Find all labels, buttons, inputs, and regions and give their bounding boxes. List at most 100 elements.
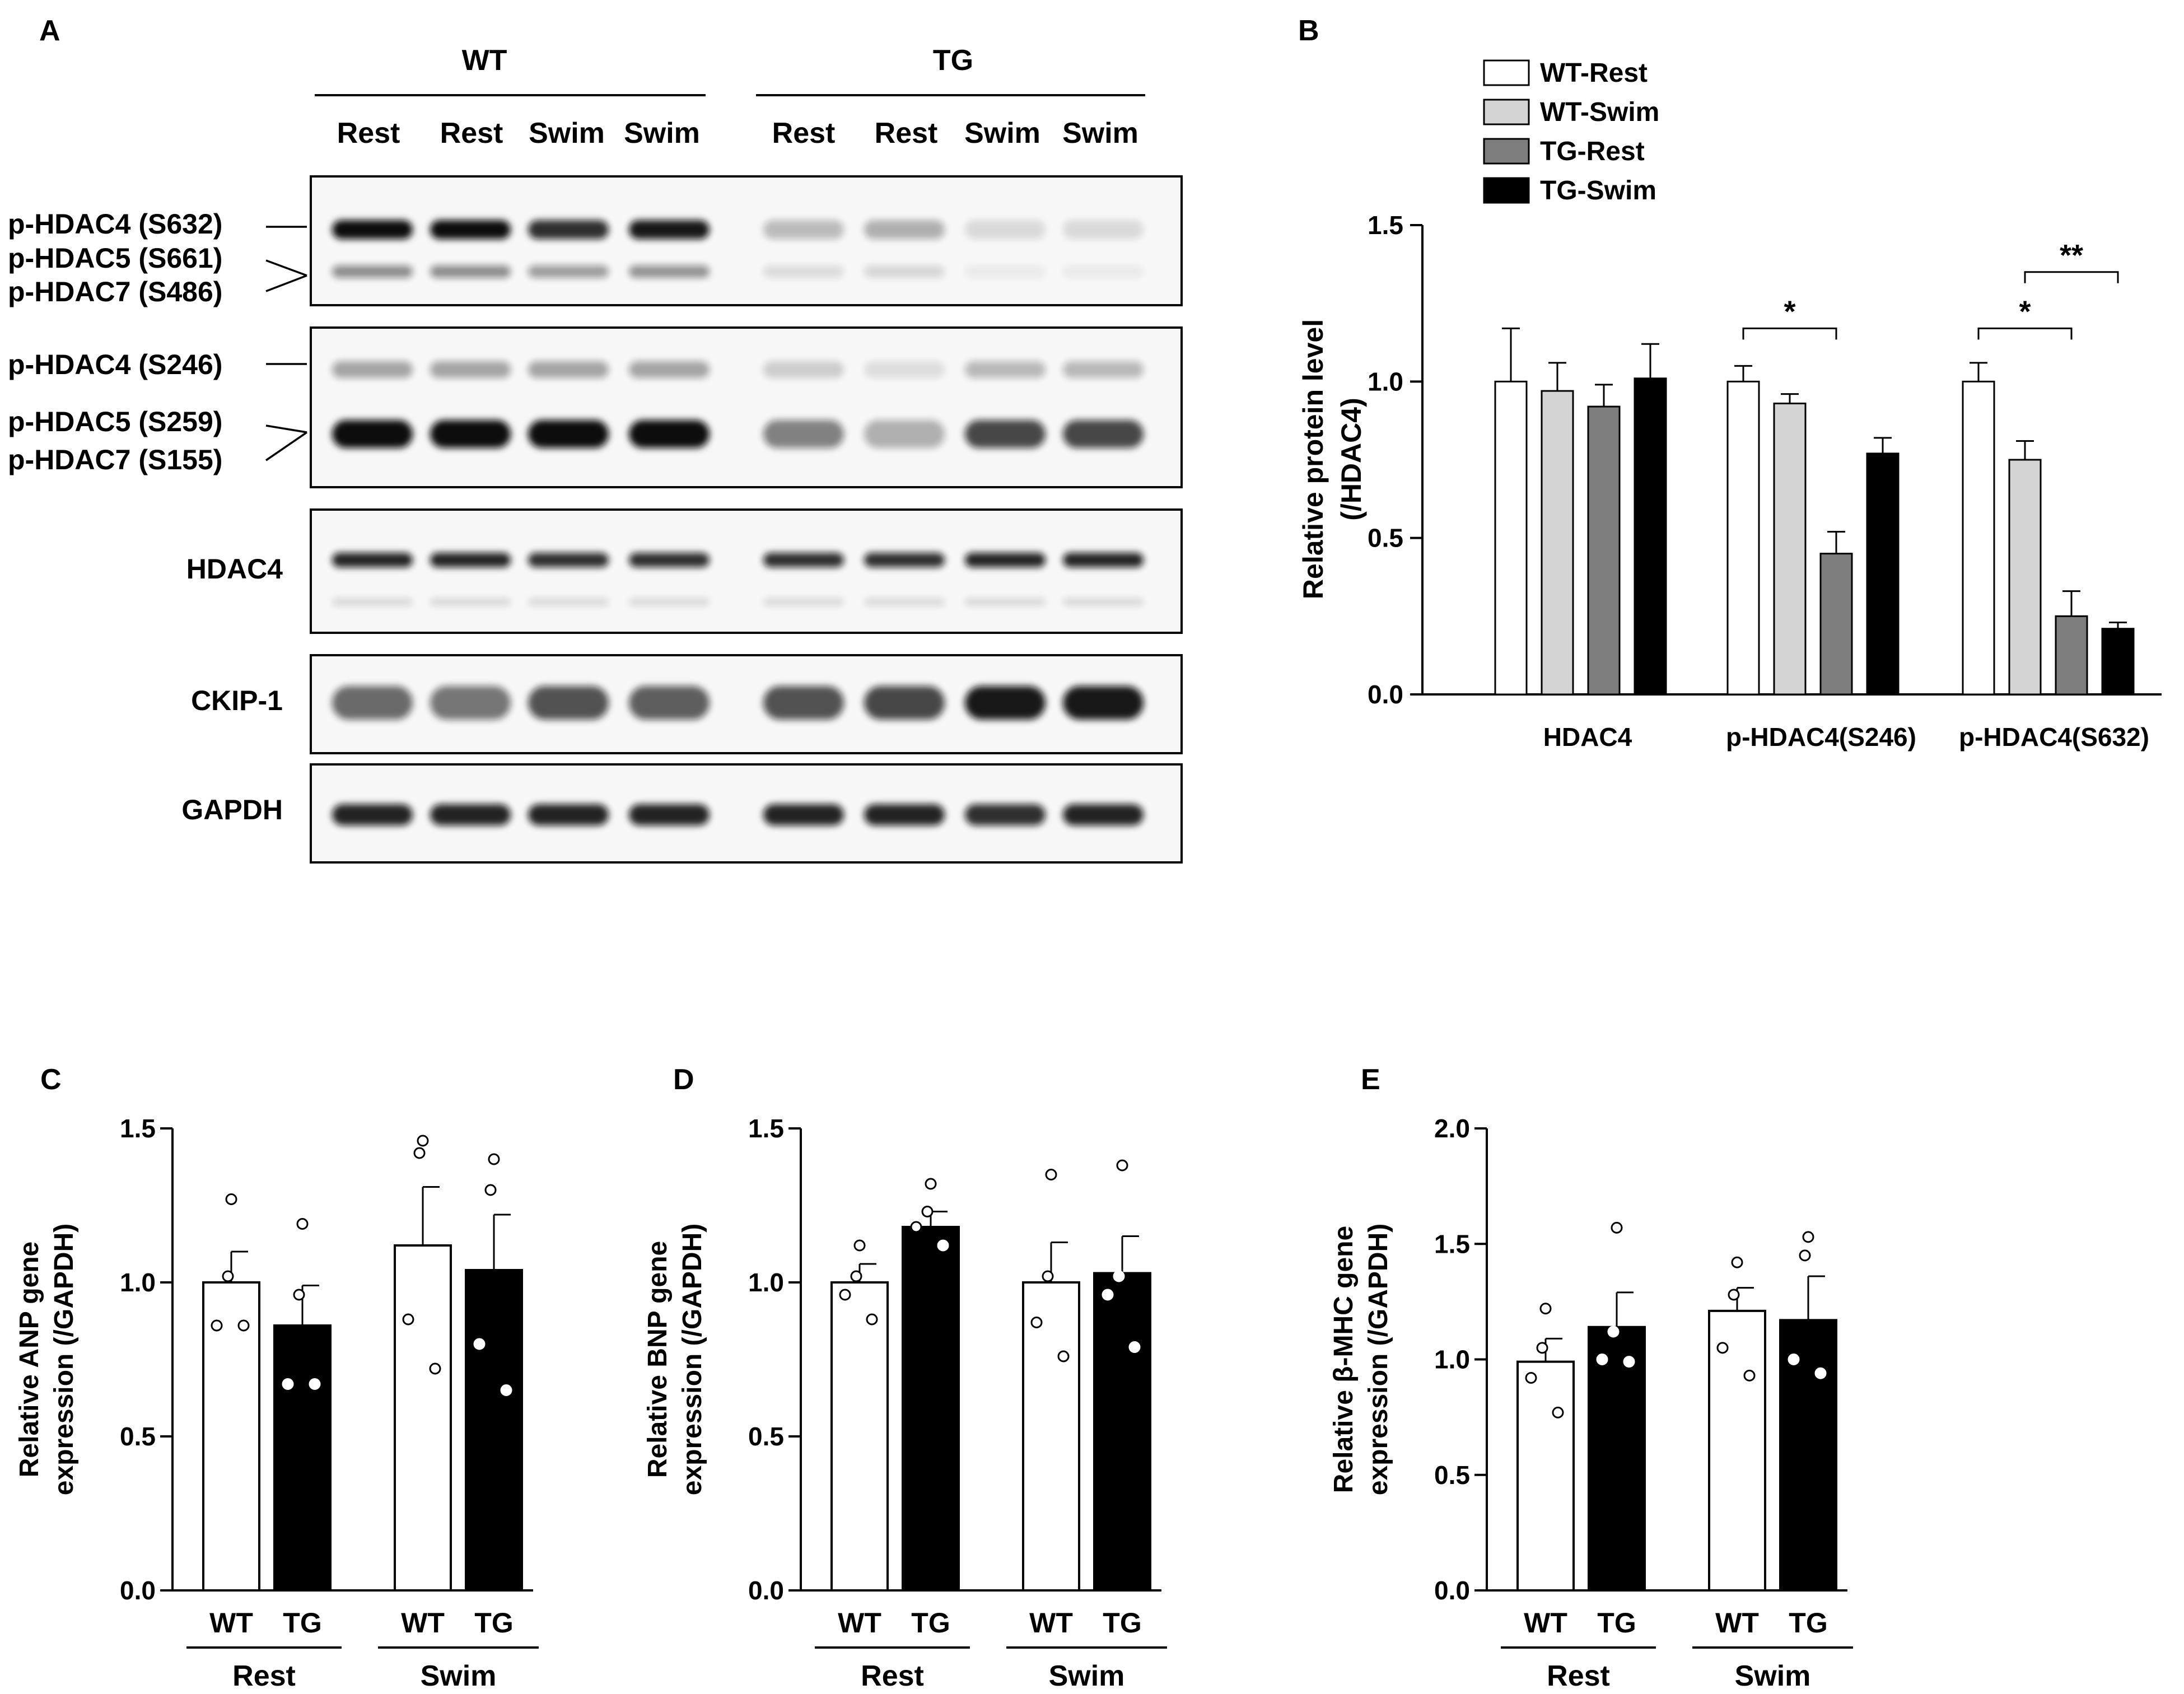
blot-band	[1063, 420, 1144, 448]
y-tick-label: 1.5	[748, 1114, 784, 1143]
blot-band	[965, 598, 1046, 606]
lane-label: Swim	[964, 117, 1040, 150]
group-label: Rest	[861, 1660, 924, 1692]
bar	[273, 1324, 332, 1592]
bar	[1866, 452, 1900, 696]
blot-band	[965, 220, 1046, 239]
blot-row-label: GAPDH	[181, 794, 283, 825]
blot-band	[332, 361, 413, 378]
blot-row-label: p-HDAC5 (S661)	[8, 242, 222, 274]
category-label: HDAC4	[1543, 722, 1632, 752]
y-tick-label: 0.5	[120, 1422, 156, 1451]
blot-band	[430, 265, 511, 278]
blot-band	[763, 220, 844, 239]
blot-leader-line	[265, 424, 307, 433]
y-tick-label: 2.0	[1434, 1114, 1470, 1143]
panel-letter-c: C	[40, 1063, 62, 1096]
data-point	[1128, 1341, 1141, 1353]
data-point	[866, 1313, 878, 1326]
y-axis-label: Relative ANP gene	[15, 1242, 44, 1478]
blot-band	[332, 265, 413, 278]
blot-box	[310, 175, 1183, 306]
data-point	[1596, 1354, 1608, 1365]
x-tick-label: TG	[1597, 1607, 1636, 1639]
data-point	[282, 1378, 294, 1390]
blot-band	[1063, 553, 1144, 567]
blot-band	[430, 804, 511, 825]
data-point	[1716, 1342, 1729, 1354]
data-point	[1731, 1256, 1743, 1268]
data-point	[225, 1193, 237, 1205]
y-tick-label: 1.0	[120, 1268, 156, 1297]
y-tick-label: 1.5	[1434, 1229, 1470, 1258]
blot-band	[528, 220, 609, 239]
bar	[1541, 390, 1574, 696]
group-label-tg: TG	[933, 44, 973, 77]
data-point	[1611, 1221, 1623, 1234]
bar	[2101, 628, 2135, 696]
data-point	[1799, 1249, 1811, 1262]
blot-band	[1063, 686, 1144, 720]
significance-label: **	[2060, 239, 2083, 272]
blot-band	[528, 553, 609, 567]
data-point	[1607, 1326, 1620, 1338]
blot-band	[332, 420, 413, 448]
blot-band	[629, 220, 710, 239]
y-axis-label: Relative BNP gene	[643, 1241, 673, 1478]
y-axis-label: Relative β-MHC gene	[1329, 1226, 1359, 1493]
blot-row-label: HDAC4	[186, 553, 283, 585]
data-point	[413, 1147, 426, 1159]
bar	[2008, 459, 2042, 696]
bar	[1494, 380, 1528, 696]
legend-swatch	[1483, 59, 1530, 86]
bar	[902, 1226, 960, 1592]
panel-letter-d: D	[673, 1063, 694, 1096]
data-point	[1728, 1289, 1740, 1301]
data-point	[1042, 1270, 1054, 1282]
blot-band	[332, 686, 413, 720]
y-tick-label: 1.5	[120, 1114, 156, 1143]
bar	[465, 1269, 523, 1592]
blot-band	[332, 804, 413, 825]
data-point	[1102, 1289, 1114, 1301]
group-label: Rest	[232, 1660, 296, 1692]
data-point	[484, 1184, 497, 1196]
data-point	[1116, 1159, 1128, 1172]
x-tick-label: TG	[283, 1607, 321, 1639]
blot-band	[1063, 804, 1144, 825]
data-point	[1623, 1356, 1635, 1368]
data-point	[1045, 1169, 1057, 1180]
data-point	[853, 1239, 866, 1252]
blot-band	[965, 420, 1046, 448]
x-tick-label: TG	[1789, 1607, 1827, 1639]
bmhc-expression-chart: 0.0 0.5 1.0 1.5 2.0 Relative β-MHC gene expres…	[1329, 1114, 1853, 1692]
bar	[394, 1244, 452, 1592]
bar	[1726, 380, 1760, 696]
data-point	[1536, 1342, 1548, 1354]
data-point	[500, 1384, 512, 1396]
blot-band	[528, 686, 609, 720]
blot-band	[332, 598, 413, 606]
legend-label: TG-Rest	[1540, 137, 1645, 166]
blot-band	[430, 361, 511, 378]
data-point	[402, 1313, 414, 1326]
data-point	[222, 1270, 234, 1282]
bar	[2055, 615, 2088, 696]
bnp-expression-chart: 0.0 0.5 1.0 1.5 Relative BNP gene expression …	[643, 1114, 1167, 1692]
lane-label: Swim	[1062, 117, 1138, 150]
blot-band	[332, 553, 413, 567]
blot-band	[864, 361, 945, 378]
data-point	[488, 1153, 500, 1165]
panel-letter-a: A	[39, 15, 60, 47]
data-point	[921, 1206, 934, 1217]
data-point	[1057, 1350, 1070, 1362]
y-tick-label: 1.5	[1368, 211, 1403, 240]
group-label: Swim	[1049, 1660, 1125, 1692]
blot-band	[965, 686, 1046, 720]
blot-band	[864, 420, 945, 448]
x-tick-label: TG	[474, 1607, 513, 1639]
blot-band	[528, 598, 609, 606]
legend-label: WT-Rest	[1540, 58, 1648, 88]
legend-label: TG-Swim	[1540, 176, 1656, 206]
